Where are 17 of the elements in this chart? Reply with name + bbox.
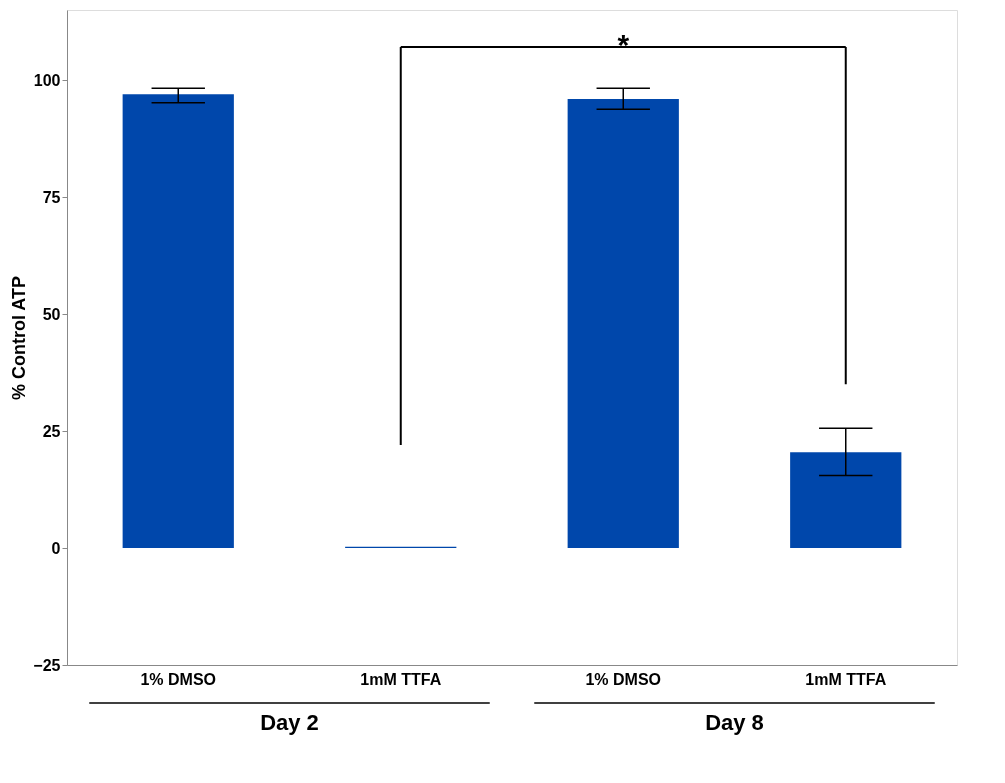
bar	[567, 98, 679, 549]
y-tick-label: 25	[42, 422, 61, 440]
x-tick-label: 1mM TTFA	[360, 670, 442, 688]
text: Day 2	[260, 710, 319, 735]
y-axis-title: % Control ATP	[9, 276, 30, 400]
x-tick-label: 1% DMSO	[585, 670, 662, 688]
y-tick-label: 75	[42, 188, 61, 206]
bar	[122, 94, 234, 549]
annotation: *	[617, 28, 630, 61]
y-tick-label: 50	[42, 305, 61, 323]
text: Day 8	[705, 710, 764, 735]
y-tick-label: −25	[33, 656, 61, 674]
x-tick-label: 1mM TTFA	[805, 670, 887, 688]
x-tick-label: 1% DMSO	[140, 670, 217, 688]
y-tick-label: 0	[51, 539, 61, 557]
bar	[790, 452, 902, 549]
y-tick-label: 100	[33, 71, 61, 89]
